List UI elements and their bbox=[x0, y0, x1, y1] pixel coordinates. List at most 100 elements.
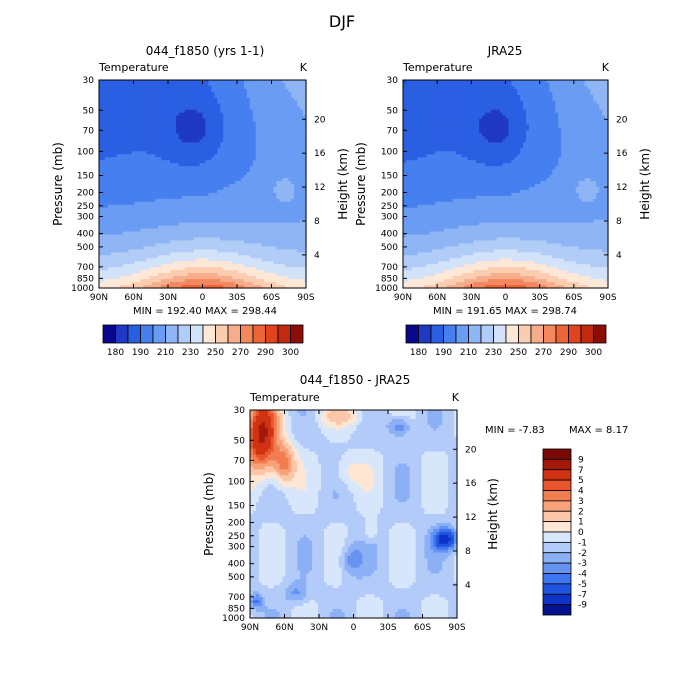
field-cell bbox=[267, 118, 272, 123]
field-cell bbox=[125, 145, 130, 149]
field-cell bbox=[178, 192, 183, 197]
field-cell bbox=[249, 154, 254, 158]
field-cell bbox=[128, 139, 133, 143]
field-cell bbox=[294, 157, 298, 161]
field-cell bbox=[140, 189, 144, 194]
field-cell bbox=[294, 85, 298, 90]
field-cell bbox=[297, 106, 301, 111]
field-cell bbox=[246, 124, 251, 129]
field-cell bbox=[291, 175, 295, 179]
field-cell bbox=[104, 88, 109, 93]
field-cell bbox=[178, 82, 183, 87]
units-label: K bbox=[300, 61, 308, 74]
field-cell bbox=[300, 133, 304, 138]
field-cell bbox=[294, 118, 298, 123]
field-cell bbox=[131, 154, 136, 158]
field-cell bbox=[152, 195, 156, 200]
field-cell bbox=[99, 151, 103, 155]
field-cell bbox=[246, 142, 251, 146]
field-cell bbox=[255, 103, 260, 108]
field-cell bbox=[252, 88, 257, 93]
field-cell bbox=[220, 192, 224, 197]
field-cell bbox=[125, 130, 130, 135]
field-cell bbox=[101, 189, 106, 194]
field-cell bbox=[300, 142, 304, 146]
field-cell bbox=[267, 130, 272, 135]
field-cell bbox=[273, 184, 278, 188]
field-cell bbox=[237, 154, 242, 158]
colorbar-swatch bbox=[215, 324, 229, 344]
field-cell bbox=[128, 88, 133, 93]
field-cell bbox=[282, 178, 286, 182]
field-cell bbox=[134, 133, 139, 138]
field-cell bbox=[297, 198, 301, 203]
colorbar-label: 300 bbox=[282, 348, 299, 358]
field-cell bbox=[193, 109, 198, 114]
field-cell bbox=[110, 154, 115, 158]
field-cell bbox=[184, 133, 189, 138]
field-cell bbox=[235, 94, 239, 99]
field-cell bbox=[264, 109, 269, 114]
field-cell bbox=[279, 121, 283, 126]
field-cell bbox=[128, 142, 133, 146]
field-cell bbox=[140, 127, 144, 132]
field-cell bbox=[279, 139, 283, 143]
field-cell bbox=[249, 136, 254, 141]
field-cell bbox=[240, 97, 245, 102]
field-cell bbox=[291, 124, 295, 129]
field-cell bbox=[190, 106, 195, 111]
field-cell bbox=[184, 192, 189, 197]
field-cell bbox=[113, 186, 118, 191]
field-cell bbox=[252, 91, 257, 96]
field-cell bbox=[202, 115, 207, 120]
field-cell bbox=[223, 148, 227, 152]
field-cell bbox=[101, 142, 106, 146]
field-cell bbox=[131, 100, 136, 105]
field-cell bbox=[169, 184, 174, 188]
field-cell bbox=[226, 115, 230, 120]
field-cell bbox=[172, 142, 177, 146]
field-cell bbox=[149, 139, 153, 143]
field-cell bbox=[294, 189, 298, 194]
field-cell bbox=[246, 198, 251, 203]
field-cell bbox=[291, 195, 295, 200]
field-cell bbox=[235, 151, 239, 155]
field-cell bbox=[196, 169, 201, 173]
field-cell bbox=[172, 109, 177, 114]
field-cell bbox=[288, 163, 292, 167]
field-cell bbox=[205, 151, 210, 155]
field-cell bbox=[249, 115, 254, 120]
field-cell bbox=[143, 181, 147, 185]
field-cell bbox=[237, 85, 242, 90]
field-cell bbox=[246, 204, 251, 209]
field-cell bbox=[261, 151, 266, 155]
field-cell bbox=[99, 91, 103, 96]
field-cell bbox=[223, 112, 227, 117]
field-cell bbox=[178, 115, 183, 120]
field-cell bbox=[273, 142, 278, 146]
field-cell bbox=[217, 103, 221, 108]
field-cell bbox=[300, 172, 304, 176]
field-cell bbox=[140, 82, 144, 87]
field-cell bbox=[184, 88, 189, 93]
field-cell bbox=[110, 133, 115, 138]
field-cell bbox=[119, 154, 124, 158]
field-cell bbox=[196, 100, 201, 105]
field-cell bbox=[104, 178, 109, 182]
field-cell bbox=[261, 139, 266, 143]
field-cell bbox=[261, 198, 266, 203]
field-cell bbox=[220, 195, 224, 200]
field-cell bbox=[158, 163, 162, 167]
field-cell bbox=[152, 151, 156, 155]
field-cell bbox=[264, 112, 269, 117]
field-cell bbox=[267, 198, 272, 203]
field-cell bbox=[214, 94, 218, 99]
field-cell bbox=[119, 192, 124, 197]
field-cell bbox=[140, 198, 144, 203]
field-cell bbox=[279, 148, 283, 152]
field-cell bbox=[303, 82, 307, 87]
field-cell bbox=[246, 181, 251, 185]
field-cell bbox=[255, 178, 260, 182]
field-cell bbox=[232, 148, 236, 152]
field-cell bbox=[104, 139, 109, 143]
